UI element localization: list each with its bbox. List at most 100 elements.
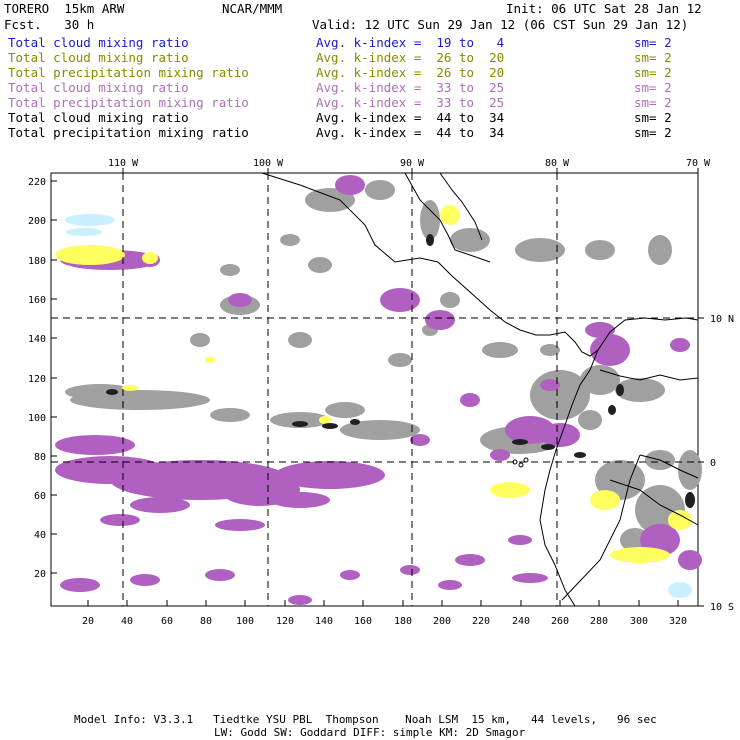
purple-cloud-6 (100, 514, 140, 526)
purple-cloud-16 (512, 573, 548, 583)
black-core-4 (512, 439, 528, 445)
lat-lon-grid (51, 173, 698, 606)
coastline-0 (261, 172, 453, 277)
latitude-label-0: 10 N (710, 314, 734, 325)
left-tick-label-1: 200 (28, 216, 46, 227)
model-title: TORERO 15km ARW (4, 1, 125, 16)
bottom-tick-label-6: 140 (315, 616, 333, 627)
longitude-label-2: 90 W (400, 158, 425, 169)
purple-convection-13 (670, 338, 690, 352)
gray-cloud-18 (648, 235, 672, 265)
purple-convection-4 (380, 288, 420, 312)
longitude-label-1: 100 W (253, 158, 284, 169)
purple-cloud-13 (340, 570, 360, 580)
gray-cloud-10 (578, 410, 602, 430)
purple-convection-2 (590, 334, 630, 366)
black-core-3 (350, 419, 360, 425)
gray-cloud-27 (440, 292, 460, 308)
gray-cloud-3 (270, 412, 330, 428)
cyan-cloud-2 (668, 582, 692, 598)
bottom-tick-label-10: 220 (472, 616, 490, 627)
black-core-5 (541, 444, 555, 450)
gray-cloud-32 (280, 234, 300, 246)
yellow-cloud-5 (610, 547, 670, 563)
bottom-tick-label-15: 320 (669, 616, 687, 627)
legend-field-3: Total cloud mixing ratio (8, 80, 189, 95)
legend-sm-2: sm= 2 (634, 65, 672, 80)
left-tick-label-3: 160 (28, 295, 46, 306)
yellow-cloud-4 (590, 490, 620, 510)
purple-convection-6 (425, 310, 455, 330)
gray-cloud-26 (482, 342, 518, 358)
purple-cloud-4 (270, 492, 330, 508)
gray-cloud-33 (220, 264, 240, 276)
left-tick-label-5: 120 (28, 374, 46, 385)
gray-cloud-17 (585, 240, 615, 260)
purple-cloud-5 (130, 497, 190, 513)
bottom-tick-label-3: 80 (200, 616, 212, 627)
gray-cloud-8 (580, 365, 620, 395)
yellow-cloud-8 (122, 385, 138, 391)
black-core-2 (322, 423, 338, 429)
gray-cloud-31 (308, 257, 332, 273)
bottom-tick-label-13: 280 (590, 616, 608, 627)
legend-field-4: Total precipitation mixing ratio (8, 95, 249, 110)
yellow-cloud-0 (55, 245, 125, 265)
bottom-tick-label-9: 200 (433, 616, 451, 627)
latitude-label-2: 10 S (710, 602, 734, 613)
black-core-8 (616, 384, 624, 396)
gray-cloud-16 (515, 238, 565, 262)
latitude-label-1: 0 (710, 458, 716, 469)
coastline-6 (639, 454, 699, 479)
purple-cloud-9 (60, 578, 100, 592)
yellow-cloud-6 (668, 510, 692, 530)
coastline-5 (439, 172, 483, 241)
cyan-cloud-0 (65, 214, 115, 226)
cloud-fields (55, 175, 702, 605)
purple-cloud-15 (438, 580, 462, 590)
bottom-tick-label-7: 160 (354, 616, 372, 627)
bottom-tick-label-4: 100 (236, 616, 254, 627)
legend-field-1: Total cloud mixing ratio (8, 50, 189, 65)
coastline-2 (564, 317, 699, 357)
bottom-tick-label-11: 240 (512, 616, 530, 627)
yellow-cloud-9 (205, 357, 215, 363)
legend-sm-6: sm= 2 (634, 125, 672, 140)
yellow-cloud-1 (142, 252, 158, 264)
gray-cloud-21 (305, 188, 355, 212)
purple-cloud-14 (400, 565, 420, 575)
coastline-3 (539, 349, 599, 607)
bottom-tick-label-1: 40 (121, 616, 133, 627)
legend-sm-3: sm= 2 (634, 80, 672, 95)
black-core-7 (426, 234, 434, 246)
coastline-4 (404, 172, 491, 263)
purple-convection-7 (540, 379, 560, 391)
purple-convection-16 (678, 550, 702, 570)
bottom-tick-label-8: 180 (394, 616, 412, 627)
purple-cloud-7 (55, 435, 135, 455)
axis-ticks: 220 200 180 160 140 120 100 80 60 40 20 20 40 60 80 100… (28, 158, 734, 627)
purple-convection-10 (460, 393, 480, 407)
legend-sm-0: sm= 2 (634, 35, 672, 50)
left-tick-label-10: 20 (34, 569, 46, 580)
galapagos-island-1 (518, 462, 524, 468)
legend-index-1: Avg. k-index = 26 to 20 (316, 50, 505, 65)
coastlines (261, 172, 699, 607)
legend-field-2: Total precipitation mixing ratio (8, 65, 249, 80)
black-core-9 (685, 492, 695, 508)
yellow-cloud-2 (440, 205, 460, 225)
coastline-9 (561, 454, 641, 601)
init-time: Init: 06 UTC Sat 28 Jan 12 (506, 1, 702, 16)
gray-cloud-19 (450, 228, 490, 252)
coastline-7 (609, 479, 699, 526)
purple-cloud-18 (455, 554, 485, 566)
legend-index-5: Avg. k-index = 44 to 34 (316, 110, 505, 125)
gray-cloud-22 (365, 180, 395, 200)
legend-sm-1: sm= 2 (634, 50, 672, 65)
gray-cloud-13 (678, 450, 702, 490)
black-core-0 (106, 389, 118, 395)
legend-index-0: Avg. k-index = 19 to 4 (316, 35, 505, 50)
coastline-8 (599, 369, 699, 381)
valid-time: Valid: 12 UTC Sun 29 Jan 12 (06 CST Sun … (312, 17, 689, 32)
legend-index-3: Avg. k-index = 33 to 25 (316, 80, 505, 95)
